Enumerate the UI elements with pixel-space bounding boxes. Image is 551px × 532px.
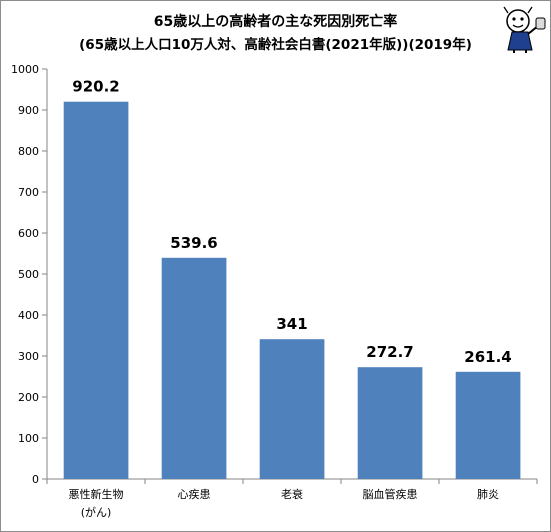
y-tick-label: 400 [18, 309, 39, 322]
y-tick-label: 700 [18, 186, 39, 199]
y-tick-label: 0 [32, 473, 39, 486]
y-tick-label: 1000 [11, 63, 39, 76]
chart-title: 65歳以上の高齢者の主な死因別死亡率 [153, 14, 398, 30]
x-tick-label: 肺炎 [477, 488, 499, 501]
y-tick-label: 600 [18, 227, 39, 240]
y-tick-label: 900 [18, 104, 39, 117]
x-tick-label: 心疾患 [178, 487, 211, 501]
y-tick-label: 300 [18, 350, 39, 363]
data-label: 920.2 [72, 78, 119, 96]
chart-labels: 0 100 200 300 400 500 600 700 800 900 1000 920.2 悪性新… [11, 63, 512, 519]
x-tick-label: 脳血管疾患 [363, 487, 418, 501]
bar [455, 371, 521, 479]
bar [259, 339, 325, 479]
y-tick-label: 100 [18, 432, 39, 445]
data-label: 539.6 [170, 234, 217, 252]
data-label: 341 [276, 315, 307, 333]
bar [161, 257, 227, 479]
chart-subtitle: (65歳以上人口10万人対、高齢社会白書(2021年版))(2019年) [79, 37, 472, 53]
mascot-character-icon [503, 6, 546, 53]
chart-bars [63, 101, 521, 479]
y-tick-label: 200 [18, 391, 39, 404]
y-tick-label: 500 [18, 268, 39, 281]
x-tick-label: 老衰 [281, 487, 303, 501]
data-label: 272.7 [366, 343, 413, 361]
y-tick-label: 800 [18, 145, 39, 158]
bar [357, 367, 423, 479]
x-tick-label: 悪性新生物 [69, 487, 124, 501]
data-label: 261.4 [464, 348, 511, 366]
bar [63, 101, 129, 479]
x-tick-label: (がん) [81, 505, 112, 519]
